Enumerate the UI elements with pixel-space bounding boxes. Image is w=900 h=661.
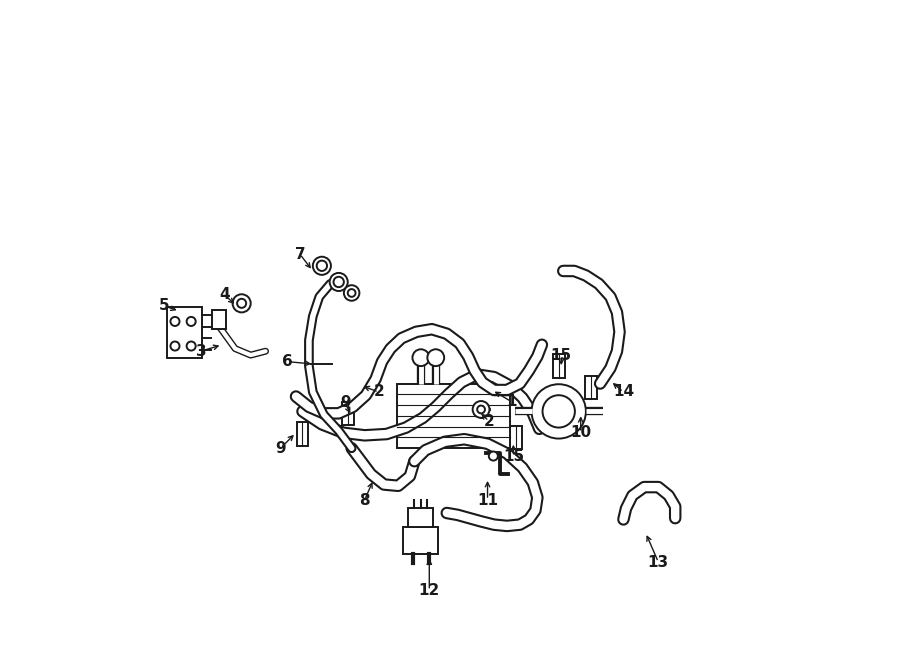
Circle shape (317, 260, 327, 271)
Circle shape (313, 256, 331, 275)
Bar (297, 422, 309, 446)
Circle shape (477, 406, 485, 413)
Circle shape (170, 317, 179, 326)
Text: 12: 12 (418, 583, 440, 598)
Circle shape (186, 317, 195, 326)
Bar (342, 402, 354, 425)
Bar (585, 376, 597, 399)
Text: 6: 6 (282, 354, 292, 369)
Text: 7: 7 (294, 247, 305, 262)
Text: 4: 4 (220, 288, 230, 303)
Text: 3: 3 (195, 344, 206, 359)
Text: 9: 9 (340, 395, 350, 410)
Text: 5: 5 (158, 298, 169, 313)
Circle shape (543, 395, 575, 428)
Bar (408, 508, 433, 527)
Text: 11: 11 (477, 492, 498, 508)
Circle shape (186, 342, 195, 350)
Text: 10: 10 (571, 425, 591, 440)
Text: 2: 2 (374, 385, 384, 399)
Circle shape (532, 384, 586, 438)
Bar (397, 383, 510, 448)
Bar (553, 354, 564, 377)
Text: 14: 14 (613, 385, 634, 399)
Circle shape (237, 299, 247, 308)
Bar (166, 307, 202, 358)
Text: 15: 15 (503, 449, 524, 464)
Bar (403, 527, 438, 554)
Circle shape (347, 289, 356, 297)
Text: 2: 2 (483, 414, 494, 428)
Circle shape (334, 277, 344, 287)
Circle shape (472, 401, 490, 418)
Circle shape (412, 349, 429, 366)
Circle shape (344, 285, 359, 301)
Text: 15: 15 (551, 348, 572, 363)
Text: 8: 8 (359, 492, 370, 508)
Circle shape (329, 273, 347, 291)
Text: 1: 1 (506, 394, 517, 409)
Bar (212, 310, 226, 329)
Text: 13: 13 (648, 555, 669, 570)
Circle shape (232, 294, 251, 313)
Circle shape (428, 349, 445, 366)
Bar (510, 426, 522, 449)
Circle shape (489, 451, 498, 461)
Circle shape (170, 342, 179, 350)
Text: 9: 9 (275, 441, 286, 456)
